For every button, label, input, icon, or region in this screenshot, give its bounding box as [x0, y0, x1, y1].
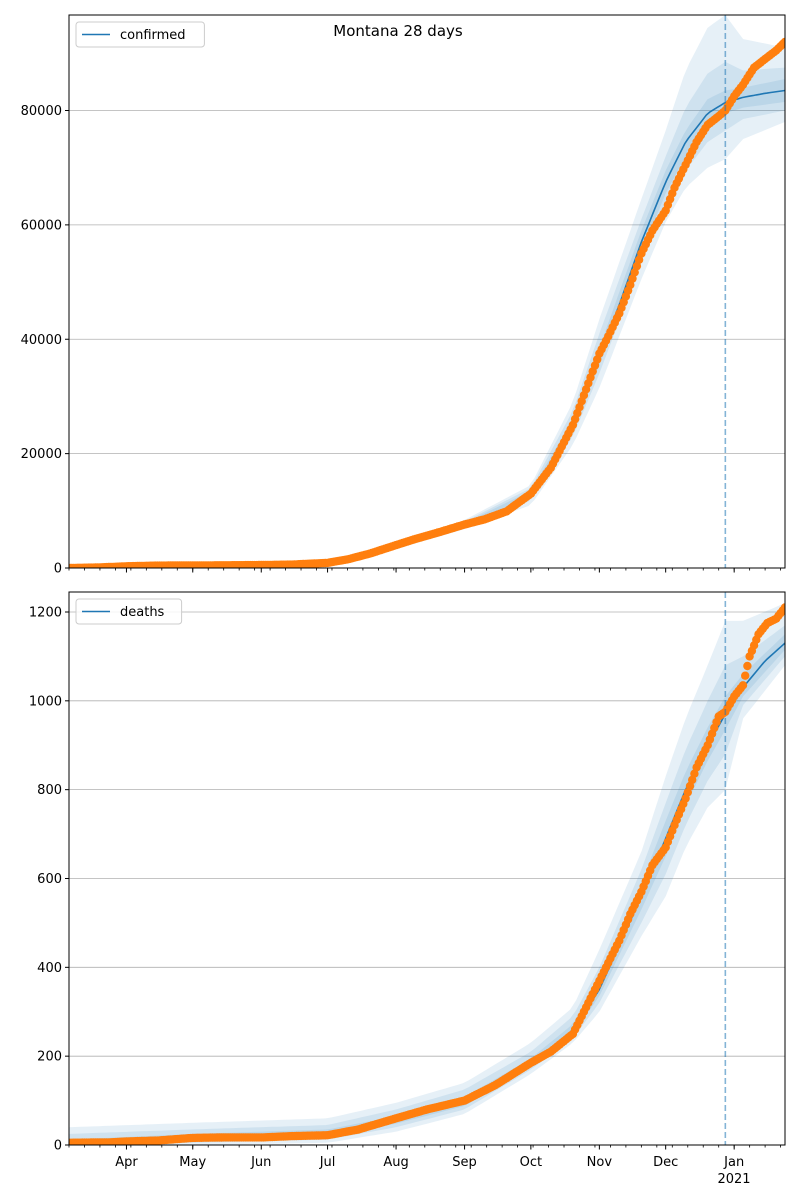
observed-point	[632, 261, 642, 271]
uncertainty-band	[69, 61, 785, 568]
plot-area	[69, 603, 785, 1145]
x-tick-label: Sep	[452, 1155, 477, 1170]
deaths-panel: 0 200 400 600 800 1000 1200 Apr May Jun Jul Aug Sep O…	[29, 591, 786, 1170]
y-tick-label: 1000	[29, 694, 62, 709]
legend-label: deaths	[120, 605, 165, 620]
y-tick-label: 400	[37, 961, 62, 976]
x-tick-label: Jun	[250, 1155, 271, 1170]
y-tick-label: 40000	[21, 333, 62, 348]
y-tick-label: 0	[54, 1139, 62, 1154]
legend-box	[75, 21, 205, 48]
x-tick-label: Aug	[383, 1155, 408, 1170]
observed-point	[628, 274, 637, 283]
x-tick-label: Jan	[723, 1155, 744, 1170]
observed-point	[780, 603, 785, 612]
x-tick-label: Nov	[587, 1155, 613, 1170]
y-tick-label: 20000	[21, 447, 62, 462]
x-tick-label: Dec	[653, 1155, 678, 1170]
observed-point	[626, 280, 635, 290]
observed-point	[634, 255, 644, 264]
x-tick-label: Oct	[520, 1155, 542, 1170]
y-tick-label: 600	[37, 872, 62, 887]
observed-point	[780, 37, 785, 47]
observed-point	[738, 681, 748, 690]
uncertainty-band	[69, 15, 785, 568]
observed-point	[690, 769, 699, 778]
figure-title: Montana 28 days	[333, 22, 463, 40]
axes-frame	[68, 591, 786, 1146]
observed-point	[743, 661, 752, 671]
observed-point	[741, 671, 750, 680]
y-tick-label: 0	[54, 562, 62, 577]
confirmed-panel: 0 20000 40000 60000 80000 confirmed	[21, 14, 786, 577]
y-tick-label: 1200	[29, 605, 62, 620]
y-tick-label: 800	[37, 783, 62, 798]
y-tick-label: 80000	[21, 104, 62, 119]
year-tick-label: 2021	[717, 1172, 750, 1187]
x-tick-label: May	[179, 1155, 206, 1170]
legend-box	[75, 598, 183, 625]
axes-frame	[68, 14, 786, 569]
plot-area	[69, 15, 785, 568]
x-tick-label: Apr	[115, 1155, 138, 1170]
uncertainty-band	[69, 603, 785, 1145]
y-tick-label: 200	[37, 1050, 62, 1065]
legend-label: confirmed	[120, 28, 186, 43]
legend: deaths	[75, 598, 183, 625]
y-tick-label: 60000	[21, 218, 62, 233]
x-tick-label: Jul	[319, 1155, 336, 1170]
legend: confirmed	[75, 21, 205, 48]
